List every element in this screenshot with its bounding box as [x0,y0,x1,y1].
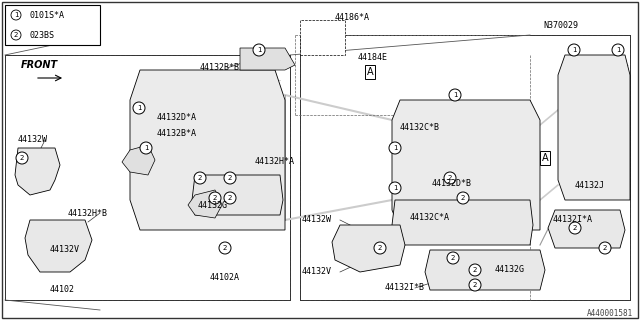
Polygon shape [122,145,155,175]
Polygon shape [392,200,533,245]
Circle shape [389,182,401,194]
Text: 0101S*A: 0101S*A [30,11,65,20]
Circle shape [219,242,231,254]
Circle shape [469,279,481,291]
Polygon shape [25,220,92,272]
Circle shape [569,222,581,234]
Polygon shape [240,48,295,70]
Circle shape [612,44,624,56]
Text: 2: 2 [451,255,455,261]
Text: A: A [367,67,373,77]
Text: 44184E: 44184E [358,53,388,62]
Text: 1: 1 [144,145,148,151]
Text: 44132G: 44132G [198,201,228,210]
Text: 44186*A: 44186*A [335,13,370,22]
Text: 023BS: 023BS [30,30,55,39]
Text: A440001581: A440001581 [587,309,633,318]
Circle shape [389,142,401,154]
Text: 44132C*A: 44132C*A [410,213,450,222]
Circle shape [447,252,459,264]
Circle shape [457,192,469,204]
Bar [5,55,290,300]
Text: 44132D*B: 44132D*B [432,179,472,188]
Text: 44132W: 44132W [18,135,48,145]
Circle shape [374,242,386,254]
Polygon shape [188,190,222,218]
Circle shape [140,142,152,154]
Text: 2: 2 [20,155,24,161]
Polygon shape [425,250,545,290]
Text: 1: 1 [257,47,261,53]
Text: 2: 2 [14,32,18,38]
Circle shape [469,264,481,276]
Circle shape [11,30,21,40]
Text: 1: 1 [572,47,576,53]
Text: 2: 2 [473,267,477,273]
Text: 44132I*A: 44132I*A [553,215,593,225]
Text: A: A [541,153,548,163]
Polygon shape [392,100,540,230]
Text: FRONT: FRONT [21,60,58,70]
Bar [300,20,345,55]
Text: 44102A: 44102A [210,274,240,283]
Text: 44132H*A: 44132H*A [255,157,295,166]
Circle shape [444,172,456,184]
Text: 2: 2 [573,225,577,231]
Text: 2: 2 [461,195,465,201]
Text: 44132H*B: 44132H*B [68,209,108,218]
Circle shape [599,242,611,254]
Circle shape [16,152,28,164]
Circle shape [224,192,236,204]
Text: 44132V: 44132V [302,268,332,276]
Text: 1: 1 [452,92,457,98]
Text: 44102: 44102 [50,284,75,293]
Circle shape [253,44,265,56]
Bar [5,5,100,45]
Text: 2: 2 [473,282,477,288]
Circle shape [133,102,145,114]
Text: 44132V: 44132V [50,245,80,254]
Polygon shape [192,175,283,215]
Polygon shape [332,225,405,272]
Circle shape [194,172,206,184]
Polygon shape [548,210,625,248]
Text: 2: 2 [213,195,217,201]
Circle shape [449,89,461,101]
Polygon shape [558,55,630,200]
Text: 44132I*B: 44132I*B [385,284,425,292]
Text: 44132D*A: 44132D*A [157,114,197,123]
Text: 2: 2 [378,245,382,251]
Text: 44132J: 44132J [575,180,605,189]
Text: 2: 2 [223,245,227,251]
Text: 2: 2 [448,175,452,181]
Text: 44132G: 44132G [495,266,525,275]
Text: 2: 2 [603,245,607,251]
Polygon shape [15,148,60,195]
Text: 44132C*B: 44132C*B [400,124,440,132]
Text: 44132B*A: 44132B*A [157,129,197,138]
Text: N370029: N370029 [543,21,578,30]
Text: 1: 1 [393,145,397,151]
Text: 44132B*B: 44132B*B [200,63,240,73]
Text: 2: 2 [198,175,202,181]
Text: 1: 1 [13,12,19,18]
Text: 1: 1 [393,185,397,191]
Circle shape [224,172,236,184]
Text: 2: 2 [228,175,232,181]
Text: 1: 1 [137,105,141,111]
Circle shape [568,44,580,56]
Bar [300,35,630,300]
Text: 44132W: 44132W [302,215,332,225]
Text: 2: 2 [228,195,232,201]
Text: 1: 1 [616,47,620,53]
Circle shape [209,192,221,204]
Polygon shape [130,70,285,230]
Circle shape [11,10,21,20]
